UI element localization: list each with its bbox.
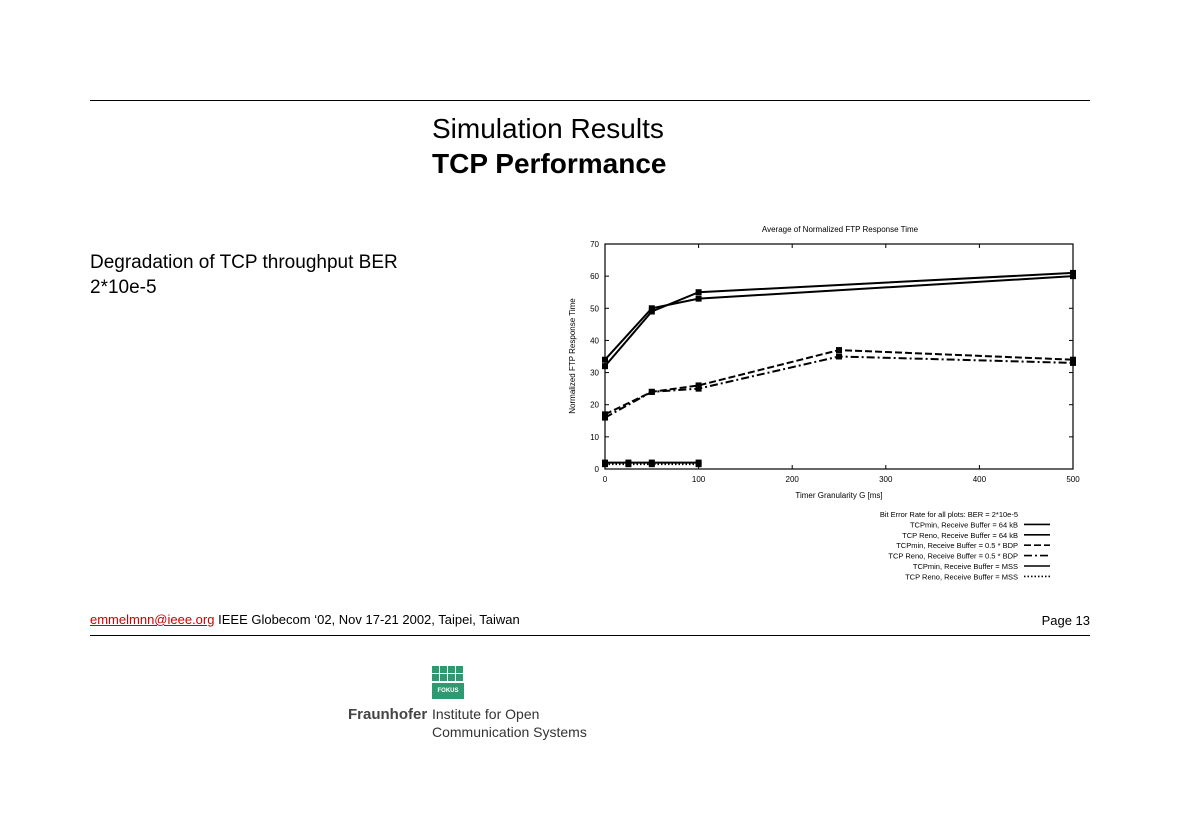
data-point (625, 461, 632, 468)
fokus-grid-icon (432, 666, 464, 699)
page-number: Page 13 (1041, 613, 1090, 628)
response-time-chart: Average of Normalized FTP Response Time … (568, 225, 1080, 581)
legend-title: Bit Error Rate for all plots: BER = 2*10… (880, 510, 1018, 519)
event-text: IEEE Globecom ‘02, Nov 17-21 2002, Taipe… (218, 612, 520, 627)
data-point (648, 308, 655, 315)
y-tick-label: 30 (590, 369, 599, 378)
page-subtitle: TCP Performance (432, 148, 667, 179)
x-tick-label: 300 (879, 475, 893, 484)
y-tick-label: 10 (590, 433, 599, 442)
description-text: Degradation of TCP throughput BER 2*10e-… (90, 252, 398, 298)
y-tick-label: 40 (590, 336, 599, 345)
y-tick-label: 50 (590, 304, 599, 313)
data-point (836, 347, 842, 354)
series-line-2 (604, 271, 1074, 367)
data-point (695, 295, 702, 302)
data-point (695, 289, 702, 296)
data-point (648, 461, 655, 468)
legend-entry: TCP Reno, Receive Buffer = 0.5 * BDP (888, 552, 1018, 561)
logo-institute-line1: Institute for Open (432, 706, 540, 722)
data-point (695, 461, 702, 468)
logo-brand-text: Fraunhofer (348, 706, 428, 723)
legend-entry: TCPmin, Receive Buffer = MSS (913, 562, 1018, 571)
chart-legend: Bit Error Rate for all plots: BER = 2*10… (880, 510, 1050, 581)
x-tick-label: 400 (973, 475, 987, 484)
y-tick-label: 20 (590, 401, 599, 410)
legend-entry: TCP Reno, Receive Buffer = MSS (905, 572, 1018, 581)
chart-title: Average of Normalized FTP Response Time (762, 225, 919, 234)
data-point (695, 385, 702, 392)
data-point (695, 382, 702, 389)
series-line-1 (604, 275, 1074, 361)
legend-entry: TCPmin, Receive Buffer = 0.5 * BDP (896, 541, 1018, 550)
data-point (648, 305, 655, 312)
y-axis-label: Normalized FTP Response Time (568, 298, 577, 414)
x-tick-label: 500 (1066, 475, 1080, 484)
footer-text: emmelmnn@ieee.org IEEE Globecom ‘02, Nov… (90, 612, 520, 627)
data-point (836, 353, 842, 360)
email-link[interactable]: emmelmnn@ieee.org (90, 612, 215, 627)
data-point (648, 388, 655, 395)
page-title: Simulation Results (432, 113, 664, 144)
x-tick-label: 100 (692, 475, 706, 484)
y-tick-label: 70 (590, 240, 599, 249)
legend-entry: TCP Reno, Receive Buffer = 64 kB (902, 531, 1018, 540)
x-tick-label: 200 (786, 475, 800, 484)
logo-institute-line2: Communication Systems (432, 724, 587, 740)
x-axis-label: Timer Granularity G [ms] (795, 491, 882, 500)
fraunhofer-fokus-logo: FOKUS Fraunhofer Institute for Open Comm… (348, 666, 588, 746)
header-rule (90, 100, 1090, 101)
y-tick-label: 0 (595, 465, 600, 474)
footer-rule (90, 635, 1090, 636)
legend-entry: TCPmin, Receive Buffer = 64 kB (910, 520, 1018, 529)
series-line-3 (604, 349, 1074, 416)
x-tick-label: 0 (603, 475, 608, 484)
plot-frame (604, 243, 1074, 470)
series-line-4 (604, 355, 1074, 419)
y-tick-label: 60 (590, 272, 599, 281)
fokus-badge: FOKUS (432, 683, 464, 699)
